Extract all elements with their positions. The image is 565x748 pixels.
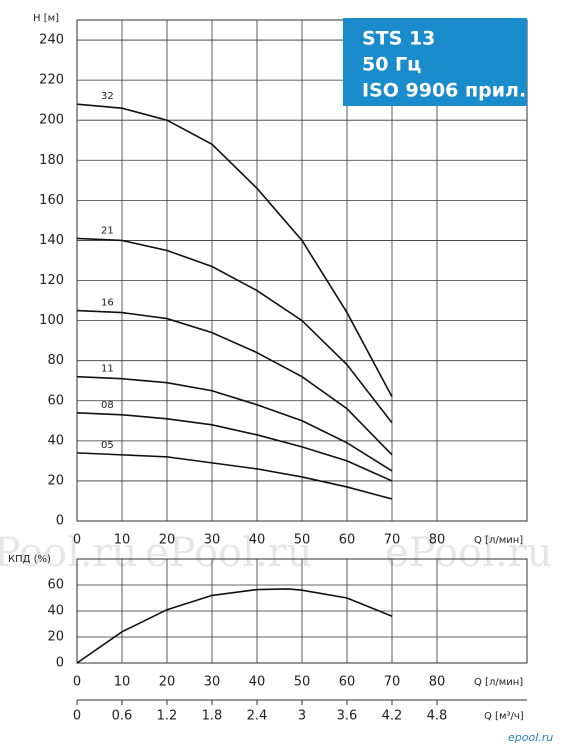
x-tick-label: 10 bbox=[114, 533, 131, 548]
curve bbox=[76, 237, 393, 424]
y-tick-label: 120 bbox=[39, 273, 64, 288]
x-tick-label: 40 bbox=[249, 533, 266, 548]
y-tick-label: 0 bbox=[56, 656, 64, 671]
x2-tick-label: 1.8 bbox=[202, 709, 223, 724]
y-tick-label: 240 bbox=[39, 33, 64, 48]
x2-tick-label: 3.6 bbox=[337, 709, 358, 724]
curve-label: 05 bbox=[101, 440, 114, 451]
x-tick-label: 80 bbox=[429, 533, 446, 548]
curve bbox=[76, 452, 393, 500]
x-tick-label: 60 bbox=[339, 675, 356, 690]
curve-label: 08 bbox=[101, 400, 114, 411]
curve bbox=[76, 588, 393, 664]
watermark: ePool.ru bbox=[145, 530, 313, 576]
y-tick-label: 180 bbox=[39, 153, 64, 168]
curve-label: 16 bbox=[101, 298, 114, 309]
y-tick-label: 40 bbox=[47, 433, 64, 448]
x-tick-label: 30 bbox=[204, 533, 221, 548]
x-tick-label: 80 bbox=[429, 675, 446, 690]
y-tick-label: 80 bbox=[47, 353, 64, 368]
y-tick-label: 140 bbox=[39, 233, 64, 248]
curve-label: 21 bbox=[101, 225, 114, 236]
curve bbox=[76, 411, 393, 482]
watermark: ePool.ru bbox=[385, 530, 553, 576]
curve bbox=[76, 375, 393, 472]
y-tick-label: 100 bbox=[39, 313, 64, 328]
x-tick-label: 70 bbox=[384, 533, 401, 548]
x2-tick-label: 3 bbox=[298, 709, 306, 724]
logo: epool.ru bbox=[508, 731, 553, 744]
curve bbox=[76, 309, 393, 456]
y-tick-label: 40 bbox=[47, 604, 64, 619]
x2-tick-label: 1.2 bbox=[157, 709, 178, 724]
y-tick-label: 60 bbox=[47, 578, 64, 593]
subtitle: 50 Гц bbox=[362, 54, 421, 76]
y-axis-label: КПД (%) bbox=[8, 554, 51, 565]
info-box: STS 13 50 Гц ISO 9906 прил. А bbox=[343, 18, 548, 106]
x-tick-label: 30 bbox=[204, 675, 221, 690]
note: ISO 9906 прил. А bbox=[362, 80, 548, 102]
x-tick-label: 50 bbox=[294, 675, 311, 690]
x2-tick-label: 2.4 bbox=[247, 709, 268, 724]
x2-tick-label: 0 bbox=[73, 709, 81, 724]
watermark: ePool.ru bbox=[0, 530, 138, 576]
x-tick-label: 0 bbox=[73, 675, 81, 690]
x-tick-label: 10 bbox=[114, 675, 131, 690]
x-axis-label: Q [л/мин] bbox=[474, 677, 523, 688]
y-tick-label: 0 bbox=[56, 514, 64, 529]
x-tick-label: 20 bbox=[159, 533, 176, 548]
x2-tick-label: 0.6 bbox=[112, 709, 133, 724]
y-tick-label: 160 bbox=[39, 193, 64, 208]
x-tick-label: 40 bbox=[249, 675, 266, 690]
y-tick-label: 220 bbox=[39, 73, 64, 88]
y-tick-label: 20 bbox=[47, 473, 64, 488]
x2-tick-label: 4.2 bbox=[382, 709, 403, 724]
info-box-bg bbox=[343, 18, 527, 106]
y-tick-label: 200 bbox=[39, 113, 64, 128]
x-tick-label: 0 bbox=[73, 533, 81, 548]
x-axis-label: Q [л/мин] bbox=[474, 535, 523, 546]
x-tick-label: 20 bbox=[159, 675, 176, 690]
curve-label: 11 bbox=[101, 364, 114, 375]
title: STS 13 bbox=[362, 28, 435, 50]
curve-label: 32 bbox=[101, 91, 114, 102]
x2-axis-label: Q [м³/ч] bbox=[484, 711, 524, 722]
y-tick-label: 20 bbox=[47, 630, 64, 645]
y-tick-label: 60 bbox=[47, 393, 64, 408]
x2-tick-label: 4.8 bbox=[427, 709, 448, 724]
x-tick-label: 60 bbox=[339, 533, 356, 548]
curve bbox=[76, 103, 393, 398]
y-axis-label: H [м] bbox=[33, 13, 59, 24]
x-tick-label: 50 bbox=[294, 533, 311, 548]
x-tick-label: 70 bbox=[384, 675, 401, 690]
